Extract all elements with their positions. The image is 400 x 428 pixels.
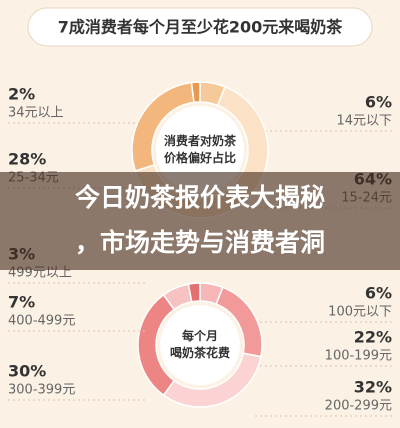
category-label: 300-399元 bbox=[8, 383, 75, 398]
value-label: 22% bbox=[354, 328, 392, 347]
center-title: 喝奶茶花费 bbox=[170, 345, 230, 360]
category-label: 100-199元 bbox=[325, 349, 392, 364]
category-label: 34元以上 bbox=[8, 106, 64, 121]
center-title: 每个月 bbox=[182, 328, 218, 343]
center-disk bbox=[160, 305, 240, 385]
banner-band bbox=[0, 172, 400, 270]
category-label: 14元以下 bbox=[336, 114, 392, 129]
value-label: 7% bbox=[8, 293, 35, 312]
header-title: 7成消费者每个月至少花200元来喝奶茶 bbox=[58, 18, 344, 37]
header-pill bbox=[27, 7, 373, 47]
category-label: 400-499元 bbox=[8, 314, 75, 329]
value-label: 30% bbox=[8, 362, 46, 381]
value-label: 28% bbox=[8, 150, 46, 169]
banner-line: 今日奶茶报价表大揭秘 bbox=[75, 183, 325, 212]
value-label: 32% bbox=[354, 378, 392, 397]
center-title: 价格偏好占比 bbox=[164, 150, 236, 165]
value-label: 6% bbox=[365, 93, 392, 112]
value-label: 2% bbox=[8, 85, 35, 104]
pie-segment bbox=[187, 282, 201, 303]
banner-line: ，市场走势与消费者洞 bbox=[75, 228, 325, 257]
value-label: 6% bbox=[365, 284, 392, 303]
category-label: 100元以下 bbox=[328, 305, 392, 320]
category-label: 200-299元 bbox=[325, 399, 392, 414]
pie-segment bbox=[190, 81, 201, 104]
center-title: 消费者对奶茶 bbox=[164, 133, 237, 148]
